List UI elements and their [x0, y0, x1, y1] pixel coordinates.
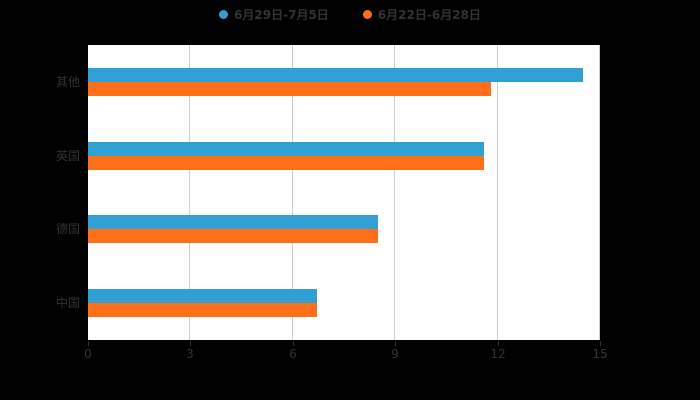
y-axis-label-德国: 德国 — [55, 222, 80, 236]
legend-dot-icon — [219, 10, 229, 19]
y-axis-label-其他: 其他 — [55, 75, 80, 89]
gridline-x-6 — [292, 45, 293, 340]
bar-德国-series-1 — [88, 229, 378, 243]
legend-item-1[interactable]: 6月22日-6月28日 — [362, 6, 481, 23]
gridline-x-3 — [189, 45, 190, 340]
x-axis-tick-0 — [88, 341, 89, 346]
legend-label: 6月29日-7月5日 — [234, 8, 329, 22]
bar-德国-series-0 — [88, 215, 378, 229]
x-axis-label-0: 0 — [84, 347, 92, 361]
x-axis-tick-15 — [600, 341, 601, 346]
gridline-x-9 — [394, 45, 395, 340]
x-axis-label-9: 9 — [391, 347, 399, 361]
bar-英国-series-0 — [88, 142, 484, 156]
x-axis-label-15: 15 — [592, 347, 608, 361]
gridline-x-15 — [599, 45, 600, 340]
y-axis-label-中国: 中国 — [55, 296, 80, 310]
legend-label: 6月22日-6月28日 — [377, 8, 481, 22]
y-axis-label-英国: 英国 — [55, 149, 80, 163]
x-axis-tick-9 — [395, 341, 396, 346]
bar-其他-series-1 — [88, 82, 491, 96]
bar-中国-series-1 — [88, 303, 317, 317]
gridline-x-12 — [497, 45, 498, 340]
x-axis-tick-6 — [293, 341, 294, 346]
x-axis-tick-3 — [190, 341, 191, 346]
bar-英国-series-1 — [88, 156, 484, 170]
x-axis-tick-12 — [498, 341, 499, 346]
bar-中国-series-0 — [88, 289, 317, 303]
plot-area — [88, 45, 600, 341]
legend-item-0[interactable]: 6月29日-7月5日 — [219, 6, 329, 23]
x-axis-label-12: 12 — [490, 347, 506, 361]
legend-dot-icon — [362, 10, 372, 19]
legend: 6月29日-7月5日 6月22日-6月28日 — [0, 6, 700, 23]
x-axis-label-6: 6 — [289, 347, 297, 361]
x-axis-label-3: 3 — [186, 347, 194, 361]
bar-其他-series-0 — [88, 68, 583, 82]
